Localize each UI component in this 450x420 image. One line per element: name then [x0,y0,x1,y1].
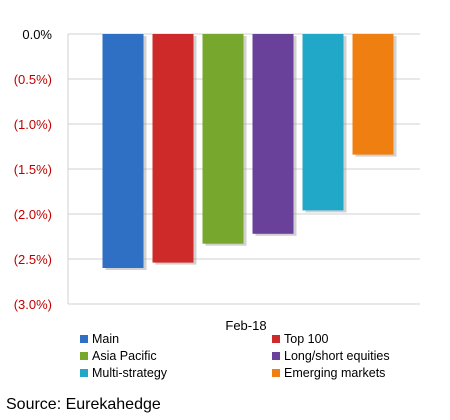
legend-swatch [80,352,88,360]
y-tick-label: (2.5%) [14,252,52,267]
y-tick-label: (3.0%) [14,297,52,312]
legend-swatch [80,335,88,343]
bar [102,34,144,268]
bars [102,34,397,270]
bar [352,34,394,155]
legend-label: Asia Pacific [92,349,157,363]
x-category-label: Feb-18 [225,318,266,333]
legend-swatch [272,352,280,360]
y-tick-label: (0.5%) [14,72,52,87]
legend-label: Emerging markets [284,366,385,380]
legend-swatch [272,335,280,343]
y-tick-label: (2.0%) [14,207,52,222]
legend: Main Top 100 Asia Pacific Long/short equiti… [80,332,390,380]
bar [152,34,194,263]
legend-swatch [80,369,88,377]
legend-label: Top 100 [284,332,329,346]
y-tick-label: 0.0% [22,27,52,42]
y-tick-label: (1.5%) [14,162,52,177]
legend-label: Main [92,332,119,346]
y-axis-ticks: 0.0% (0.5%) (1.0%) (1.5%) (2.0%) (2.5%) (3.0%) [14,27,53,312]
bar [202,34,244,244]
source-note: Source: Eurekahedge [6,396,161,413]
bar [252,34,294,234]
legend-swatch [272,369,280,377]
legend-label: Multi-strategy [92,366,168,380]
bar [302,34,344,211]
y-tick-label: (1.0%) [14,117,52,132]
legend-label: Long/short equities [284,349,390,363]
